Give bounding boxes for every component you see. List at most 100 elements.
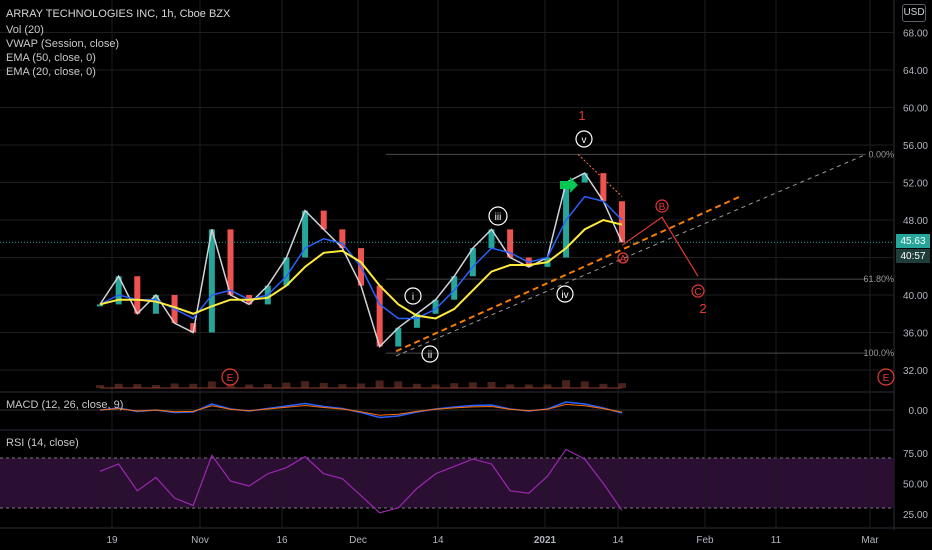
volume-bar-15: [375, 380, 384, 388]
candle-17: [413, 313, 420, 328]
candle-10: [283, 257, 290, 286]
price-tick-3: 56.00: [903, 141, 928, 152]
price-tick-5: 48.00: [903, 216, 928, 227]
volume-bar-5: [189, 383, 198, 388]
wave-label-v-circle: [575, 130, 593, 148]
price-candles: [97, 173, 625, 347]
price-tick-4: 52.00: [903, 179, 928, 190]
macd-tick-0: 0.00: [909, 406, 929, 417]
wave-label-a-circle: [617, 252, 629, 264]
rsi-label[interactable]: RSI (14, close): [6, 437, 79, 449]
wave-label-1: 1: [578, 108, 585, 123]
time-tick-4: 14: [432, 535, 444, 546]
last-price-label: 45.63: [900, 236, 925, 247]
volume-bar-8: [245, 384, 254, 388]
fib-label-2: 100.0%: [863, 348, 894, 358]
countdown-box: [896, 249, 930, 263]
price-tick-8: 36.00: [903, 329, 928, 340]
wave-path-abc: [621, 216, 699, 277]
candle-0: [97, 304, 103, 307]
volume-bar-7: [226, 384, 235, 388]
candle-2: [134, 276, 141, 314]
candle-22: [507, 229, 514, 258]
study-vwap[interactable]: VWAP (Session, close): [6, 38, 120, 50]
volume-bar-12: [319, 382, 328, 388]
wave-label-i: i: [412, 292, 414, 303]
candle-21: [488, 229, 495, 249]
trendline-upper: [395, 153, 867, 357]
wave-label-v: v: [582, 135, 587, 146]
volume-bar-2: [133, 384, 142, 388]
volume-bar-25: [562, 380, 571, 388]
time-tick-9: Mar: [861, 535, 879, 546]
series-line-2: [99, 218, 623, 320]
volume-bar-6: [207, 381, 216, 388]
fib-levels: 0.00% 61.80% 100.0%: [386, 149, 894, 358]
volume-bar-26: [580, 381, 589, 388]
event-marker-1-circle: [877, 368, 895, 386]
price-tick-7: 40.00: [903, 291, 928, 302]
volume-bar-20: [468, 382, 477, 388]
fib-label-1: 61.80%: [863, 274, 894, 284]
time-tick-8: 11: [771, 535, 782, 546]
candle-12: [320, 210, 327, 230]
rsi-tick-0: 75.00: [903, 449, 928, 460]
series-line-1: [99, 195, 623, 320]
drawings: [395, 153, 867, 357]
indicator-lines: [0, 172, 894, 348]
candle-19: [451, 276, 458, 300]
volume-bar-3: [151, 385, 160, 388]
wave-label-iv: iv: [561, 290, 568, 301]
volume-bar-23: [524, 384, 533, 388]
event-marker-1: E: [883, 373, 890, 384]
price-tick-9: 32.00: [903, 366, 928, 377]
volume-bar-21: [487, 382, 496, 388]
volume-bars: [96, 380, 626, 389]
candle-26: [581, 173, 588, 183]
volume-bar-9: [263, 384, 272, 388]
macd-label[interactable]: MACD (12, 26, close, 9): [6, 399, 124, 411]
wave-label-iv-circle: [556, 285, 574, 303]
countdown-label: 40:57: [900, 251, 925, 262]
time-tick-5: 2021: [534, 535, 557, 546]
study-ema-50[interactable]: EMA (50, close, 0): [6, 52, 96, 64]
wave-label-b: B: [659, 202, 666, 213]
candle-18: [432, 299, 439, 314]
volume-bar-16: [394, 381, 403, 388]
macd-signal-line: [99, 403, 623, 416]
candle-13: [339, 229, 346, 249]
candle-28: [619, 201, 625, 243]
grid: [0, 0, 894, 528]
highlight-arrow-icon: [560, 177, 578, 193]
wave-label-2: 2: [699, 301, 706, 316]
study-ema-20[interactable]: EMA (20, close, 0): [6, 66, 96, 78]
time-axis: 19 Nov 16 Dec 14 2021 14 Feb 11 Mar: [106, 535, 879, 546]
study-volume[interactable]: Vol (20): [6, 24, 44, 36]
candle-6: [208, 229, 215, 333]
wave-label-a: A: [620, 254, 627, 265]
rsi-line: [99, 448, 623, 514]
wave-label-b-circle: [655, 199, 669, 213]
rsi-tick-1: 50.00: [903, 480, 928, 491]
candle-15: [376, 285, 383, 347]
volume-bar-18: [431, 384, 440, 388]
price-tick-2: 60.00: [903, 104, 928, 115]
candle-27: [600, 173, 607, 202]
wave-label-iii: iii: [495, 212, 502, 223]
last-price-box: [896, 234, 930, 248]
volume-bar-22: [506, 384, 515, 388]
volume-bar-14: [357, 383, 365, 388]
currency-button[interactable]: USD: [902, 4, 926, 22]
price-tick-0: 68.00: [903, 29, 928, 40]
candle-1: [115, 276, 122, 305]
candle-11: [302, 210, 309, 258]
wave-label-c: C: [694, 287, 701, 298]
volume-bar-28: [618, 383, 626, 388]
volume-bar-27: [599, 383, 608, 388]
wave-label-ii: ii: [428, 350, 432, 361]
rsi-tick-2: 25.00: [903, 510, 928, 521]
candle-3: [152, 295, 159, 314]
candle-20: [469, 248, 476, 277]
